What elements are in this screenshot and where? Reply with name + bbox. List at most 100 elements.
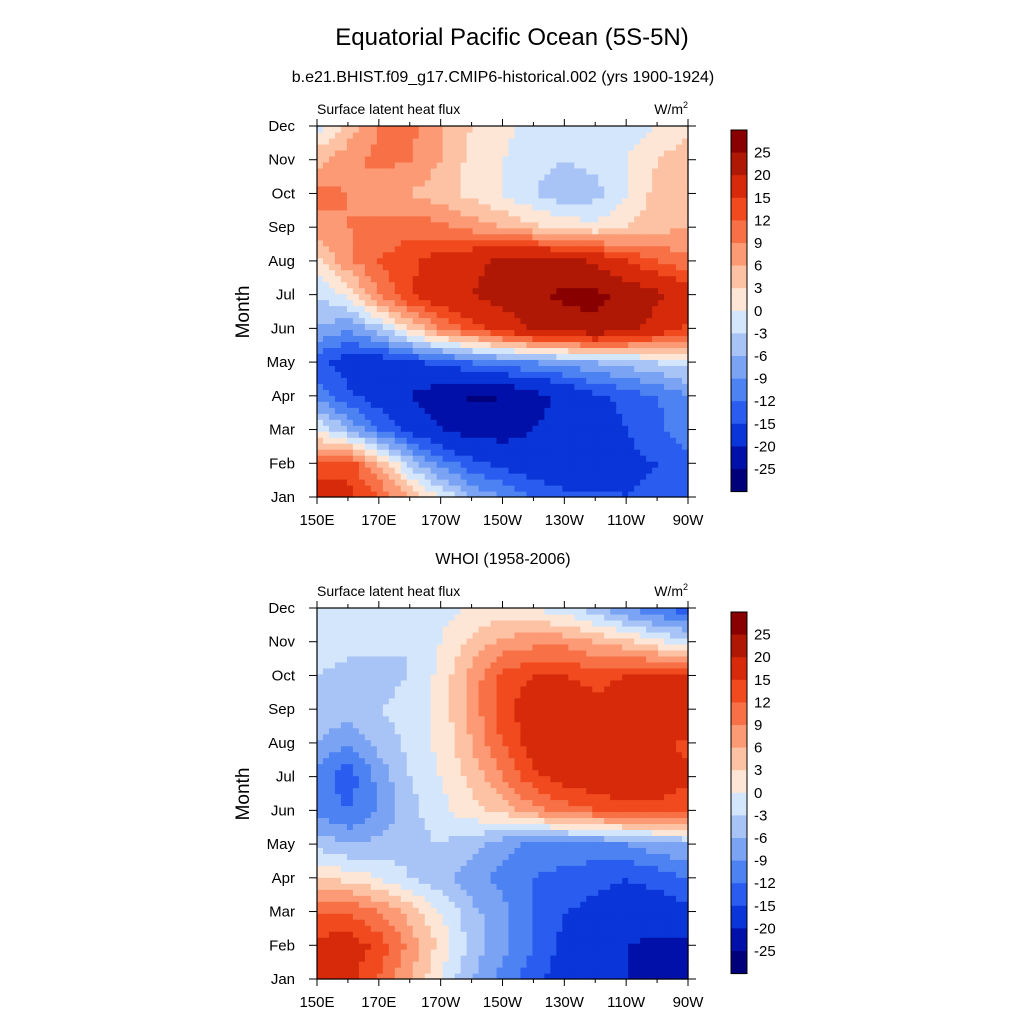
bottom-heatmap-cell <box>628 889 635 896</box>
top-heatmap-cell <box>544 245 551 253</box>
top-heatmap-cell <box>508 473 516 480</box>
top-heatmap-cell <box>646 191 653 199</box>
top-heatmap-cell <box>370 155 378 163</box>
top-heatmap-cell <box>556 131 563 139</box>
top-heatmap-cell <box>610 281 617 289</box>
top-heatmap-cell <box>592 203 599 211</box>
top-heatmap-cell <box>676 485 683 492</box>
bottom-heatmap-cell <box>640 901 647 908</box>
top-heatmap-cell <box>400 185 408 193</box>
top-heatmap-cell <box>466 305 474 313</box>
top-heatmap-cell <box>562 347 569 354</box>
top-heatmap-cell <box>604 353 611 360</box>
top-heatmap-cell <box>634 161 641 169</box>
top-heatmap-cell <box>358 251 366 259</box>
top-heatmap-cell <box>334 167 342 175</box>
top-heatmap-cell <box>358 173 366 181</box>
top-heatmap-cell <box>622 293 629 301</box>
top-heatmap-cell <box>496 245 504 253</box>
top-heatmap-cell <box>598 377 605 384</box>
top-heatmap-cell <box>358 287 366 295</box>
top-heatmap-cell <box>658 149 665 157</box>
top-heatmap-cell <box>526 353 534 360</box>
top-heatmap-cell <box>478 251 486 259</box>
top-heatmap-cell <box>472 449 480 456</box>
top-heatmap-cell <box>418 329 426 337</box>
top-heatmap-cell <box>592 149 599 157</box>
figure-title: Equatorial Pacific Ocean (5S-5N) <box>335 24 688 51</box>
top-heatmap-cell <box>394 131 402 139</box>
top-heatmap-cell <box>400 155 408 163</box>
top-heatmap-cell <box>550 239 557 247</box>
bottom-heatmap-cell <box>532 973 539 980</box>
top-heatmap-cell <box>562 161 569 169</box>
bottom-heatmap-cell <box>670 889 677 896</box>
top-heatmap-cell <box>460 389 468 396</box>
top-heatmap-cell <box>472 161 480 169</box>
bottom-heatmap-cell <box>478 883 486 890</box>
top-heatmap-cell <box>340 455 348 462</box>
top-heatmap-cell <box>652 269 659 277</box>
top-heatmap-cell <box>538 221 545 229</box>
top-heatmap-cell <box>352 341 360 348</box>
top-heatmap-cell <box>364 407 372 414</box>
bottom-heatmap-cell <box>406 967 414 974</box>
top-heatmap-cell <box>652 371 659 378</box>
top-heatmap-cell <box>406 401 414 408</box>
top-heatmap-cell <box>562 359 569 366</box>
top-heatmap-cell <box>610 371 617 378</box>
top-heatmap-cell <box>514 419 522 426</box>
top-heatmap-cell <box>658 221 665 229</box>
bottom-heatmap-cell <box>502 919 510 926</box>
bottom-heatmap-cell <box>317 907 324 914</box>
top-heatmap-cell <box>514 287 522 295</box>
bottom-heatmap-cell <box>317 925 324 932</box>
bottom-heatmap-cell <box>622 901 629 908</box>
top-heatmap-cell <box>484 401 492 408</box>
top-heatmap-cell <box>328 353 336 360</box>
top-heatmap-cell <box>538 287 545 295</box>
top-heatmap-cell <box>586 485 593 492</box>
top-heatmap-cell <box>340 215 348 223</box>
top-heatmap-cell <box>610 137 617 145</box>
bottom-heatmap-cell <box>670 907 677 914</box>
top-heatmap-cell <box>544 257 551 265</box>
top-heatmap-cell <box>424 209 432 217</box>
top-heatmap-cell <box>514 179 522 187</box>
top-heatmap-cell <box>532 197 539 205</box>
top-heatmap-cell <box>670 329 677 337</box>
top-heatmap-cell <box>478 407 486 414</box>
top-heatmap-cell <box>574 161 581 169</box>
top-heatmap-cell <box>634 179 641 187</box>
top-heatmap-cell <box>382 299 390 307</box>
top-heatmap-cell <box>598 143 605 151</box>
top-heatmap-cell <box>652 461 659 468</box>
bottom-heatmap-cell <box>340 895 348 902</box>
top-heatmap-cell <box>490 377 498 384</box>
top-heatmap-cell <box>412 323 420 331</box>
bottom-heatmap-cell <box>418 877 426 884</box>
top-heatmap-cell <box>538 311 545 319</box>
top-heatmap-cell <box>514 461 522 468</box>
top-heatmap-cell <box>610 353 617 360</box>
bottom-heatmap-cell <box>334 895 342 902</box>
top-heatmap-cell <box>406 131 414 139</box>
top-heatmap-cell <box>682 179 689 187</box>
bottom-heatmap-cell <box>658 883 665 890</box>
top-heatmap-cell <box>610 407 617 414</box>
top-heatmap-cell <box>658 443 665 450</box>
top-heatmap-cell <box>448 311 456 319</box>
top-heatmap-cell <box>562 275 569 283</box>
top-heatmap-cell <box>430 401 438 408</box>
bottom-heatmap-cell <box>556 937 563 944</box>
bottom-heatmap-cell <box>676 967 683 974</box>
top-heatmap-cell <box>346 467 354 474</box>
top-heatmap-cell <box>376 425 384 432</box>
top-heatmap-cell <box>520 413 528 420</box>
top-heatmap-cell <box>640 191 647 199</box>
top-heatmap-cell <box>610 221 617 229</box>
top-heatmap-cell <box>322 341 330 348</box>
bottom-heatmap-cell <box>526 883 534 890</box>
top-heatmap-cell <box>436 473 444 480</box>
top-heatmap-cell <box>580 353 587 360</box>
